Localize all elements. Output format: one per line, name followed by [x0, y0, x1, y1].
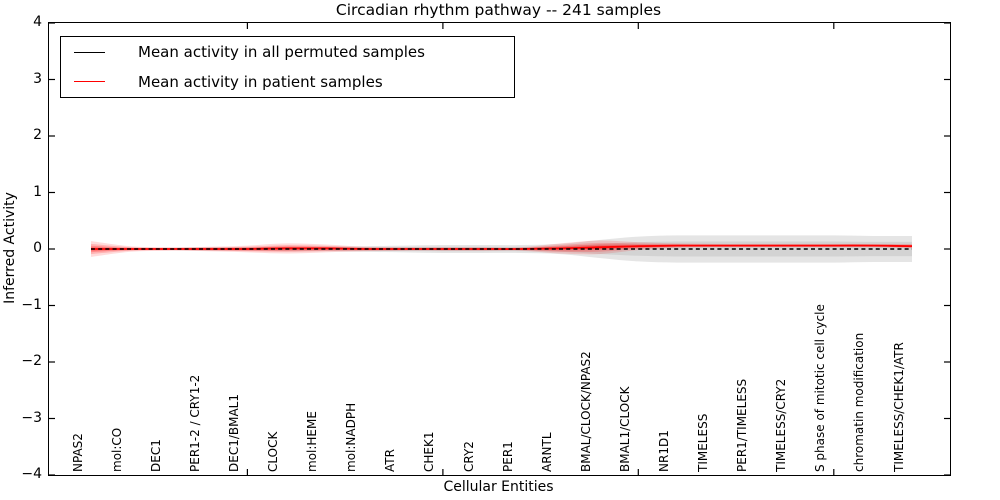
y-tick-label: 4 [33, 14, 42, 30]
legend-line-sample-black [74, 51, 105, 53]
y-tick-label: −3 [21, 409, 42, 426]
chart-path [91, 244, 912, 253]
legend-line-sample-red [74, 81, 105, 83]
x-category-label: BMAL1/CLOCK [617, 386, 632, 473]
y-tick-label: 0 [33, 240, 42, 256]
x-category-label: DEC1/BMAL1 [226, 394, 241, 472]
chart-title: Circadian rhythm pathway -- 241 samples [335, 1, 662, 19]
x-category-label: BMAL/CLOCK/NPAS2 [578, 351, 593, 472]
x-category-label: ATR [383, 449, 398, 472]
x-axis-label: Cellular Entities [443, 479, 554, 495]
legend-entry-patient: Mean activity in patient samples [61, 68, 514, 96]
legend-entry-permuted: Mean activity in all permuted samples [61, 38, 514, 66]
y-tick-label: −2 [21, 353, 42, 369]
x-category-label: NR1D1 [656, 430, 671, 472]
x-category-label: mol:HEME [305, 411, 320, 472]
y-tick-label: −1 [21, 296, 42, 313]
y-tick-label: 3 [33, 70, 42, 87]
x-category-label: TIMELESS/CRY2 [774, 378, 789, 472]
x-category-label: mol:NADPH [344, 402, 359, 472]
x-category-label: ARNTL [539, 432, 554, 472]
x-category-label: PER1/TIMELESS [735, 378, 750, 472]
x-category-label: CLOCK [266, 431, 280, 472]
x-category-label: DEC1 [148, 439, 163, 472]
chart-canvas [49, 23, 950, 475]
x-category-label: NPAS2 [70, 433, 85, 472]
x-category-label: S phase of mitotic cell cycle [813, 304, 828, 472]
legend-label: Mean activity in patient samples [138, 72, 383, 91]
x-category-label: PER1 [500, 441, 515, 472]
x-category-label: PER1-2 / CRY1-2 [187, 374, 202, 472]
y-tick-label: 2 [33, 127, 42, 143]
legend-label: Mean activity in all permuted samples [138, 43, 425, 62]
plot-area: NPAS2 mol:CO DEC1 PER1-2 / CRY1-2 DEC1/BMAL1… [48, 22, 951, 476]
x-category-label: CHEK1 [422, 431, 437, 473]
x-category-label: mol:CO [109, 427, 124, 472]
x-category-label: CRY2 [461, 441, 476, 472]
x-category-label: TIMELESS/CHEK1/ATR [891, 342, 906, 472]
legend: Mean activity in all permuted samples Me… [60, 36, 515, 98]
y-tick-label: −4 [21, 466, 42, 482]
x-category-label: TIMELESS [696, 413, 710, 472]
y-tick-label: 1 [33, 183, 42, 200]
x-category-label: chromatin modification [852, 332, 867, 472]
